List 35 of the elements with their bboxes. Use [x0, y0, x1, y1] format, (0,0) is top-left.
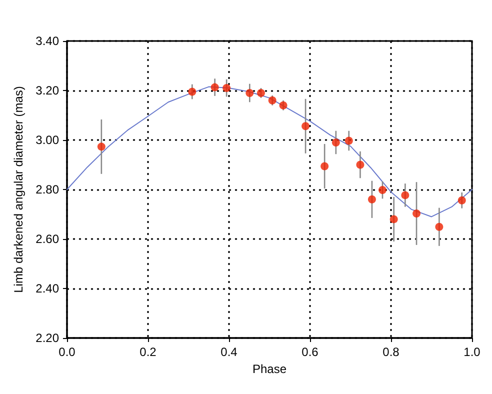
- point: [412, 210, 421, 218]
- x-tick-label: 0.8: [382, 345, 400, 359]
- y-tick-label: 3.40: [36, 34, 60, 48]
- x-tick-label: 0.2: [140, 345, 157, 359]
- y-tick-label: 2.80: [36, 182, 60, 196]
- point: [344, 136, 353, 145]
- point: [390, 215, 398, 224]
- point: [378, 186, 386, 194]
- point: [368, 195, 376, 204]
- point: [320, 162, 329, 170]
- point: [401, 191, 410, 200]
- point: [356, 160, 364, 169]
- x-axis-title: Phase: [252, 362, 287, 376]
- y-tick-label: 2.20: [36, 331, 60, 345]
- point: [222, 84, 231, 92]
- x-tick-label: 0.4: [220, 345, 238, 359]
- point: [332, 138, 340, 146]
- x-tick-label: 0.6: [302, 345, 319, 359]
- y-axis-title: Limb darkened angular diameter (mas): [12, 86, 26, 293]
- point: [97, 142, 106, 151]
- point: [257, 88, 265, 97]
- point: [188, 88, 196, 96]
- point: [302, 122, 310, 130]
- y-tick-label: 3.20: [36, 84, 60, 98]
- point: [279, 101, 288, 110]
- point: [435, 222, 444, 231]
- x-tick-label: 1.0: [464, 345, 481, 359]
- y-tick-label: 2.60: [36, 232, 60, 246]
- point: [268, 96, 276, 104]
- y-tick-label: 3.00: [36, 133, 60, 147]
- y-tick-label: 2.40: [36, 282, 60, 296]
- point: [246, 88, 254, 97]
- point: [458, 196, 466, 204]
- point: [210, 83, 219, 92]
- x-tick-label: 0.0: [58, 345, 76, 359]
